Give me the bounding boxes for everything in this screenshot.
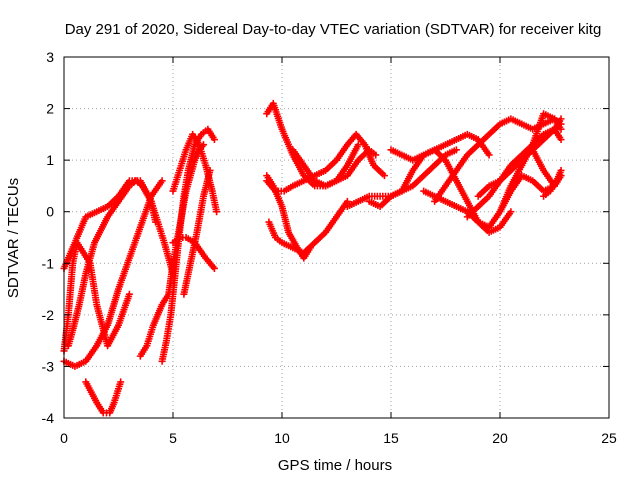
series-trace	[60, 239, 133, 355]
data-point	[125, 290, 133, 298]
x-tick-label: 25	[601, 430, 617, 446]
series-trace	[169, 130, 221, 216]
plot-frame	[63, 56, 610, 419]
x-axis-label: GPS time / hours	[278, 457, 392, 474]
data-point	[354, 141, 362, 149]
data-point	[557, 115, 565, 123]
series-trace	[263, 130, 388, 195]
y-tick-label: 3	[46, 49, 54, 65]
x-tick-label: 15	[383, 430, 399, 446]
data-point	[372, 151, 380, 159]
data-point	[557, 136, 565, 144]
data-point	[117, 378, 125, 386]
series-trace	[540, 166, 565, 200]
data-point	[485, 151, 493, 159]
data-point	[452, 146, 460, 154]
series-trace	[265, 197, 351, 257]
data-point	[158, 177, 166, 185]
data-point	[557, 125, 565, 133]
grid-lines	[64, 57, 609, 418]
data-points	[60, 99, 565, 417]
data-point	[557, 166, 565, 174]
axis-ticks: 0 5 10 15 20 25 -4 -3 -2 -1 0 1 2 3	[42, 49, 617, 446]
x-tick-label: 20	[492, 430, 508, 446]
y-axis-label: SDTVAR / TECUs	[5, 178, 22, 298]
series-trace	[169, 234, 218, 272]
x-tick-label: 0	[60, 430, 68, 446]
series-trace	[365, 130, 493, 211]
y-tick-label: -3	[42, 358, 55, 374]
data-point	[210, 136, 218, 144]
y-tick-label: -4	[42, 410, 55, 426]
y-tick-label: 0	[46, 204, 54, 220]
y-tick-label: 2	[46, 101, 54, 117]
data-point	[507, 208, 515, 216]
y-tick-label: 1	[46, 152, 54, 168]
series-trace	[431, 115, 565, 205]
series-trace	[60, 177, 166, 370]
x-tick-label: 10	[274, 430, 290, 446]
chart-title: Day 291 of 2020, Sidereal Day-to-day VTE…	[65, 21, 602, 38]
data-point	[380, 172, 388, 180]
data-point	[210, 264, 218, 272]
y-tick-label: -2	[42, 307, 55, 323]
x-tick-label: 5	[169, 430, 177, 446]
y-tick-label: -1	[42, 255, 55, 271]
data-point	[213, 208, 221, 216]
series-trace	[289, 141, 362, 190]
series-trace	[82, 378, 125, 417]
data-point	[206, 166, 214, 174]
series-trace	[180, 166, 214, 298]
